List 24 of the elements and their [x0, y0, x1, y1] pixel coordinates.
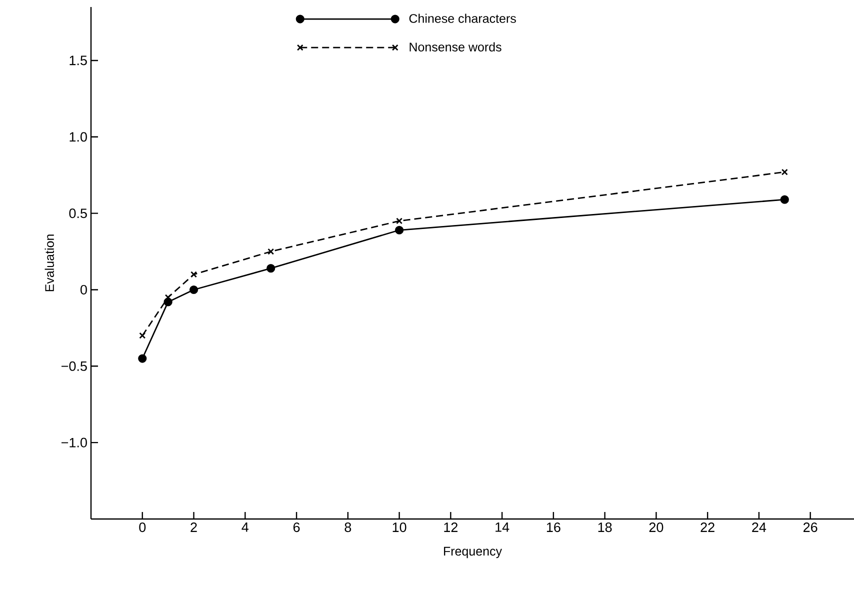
x-tick-label: 8: [344, 522, 352, 532]
y-tick-label: −0.5: [62, 361, 87, 371]
y-tick-label: 0: [80, 284, 87, 295]
legend-label: Chinese characters: [409, 14, 516, 23]
x-tick-label: 2: [190, 522, 197, 532]
x-tick-label: 10: [392, 522, 406, 532]
x-tick-label: 4: [242, 522, 248, 532]
x-tick-label: 26: [804, 522, 818, 532]
y-axis-title: Evaluation: [44, 234, 54, 292]
y-tick-label: −1.0: [62, 438, 87, 448]
y-tick-label: 1.0: [70, 132, 87, 142]
x-tick-label: 14: [496, 522, 510, 532]
y-tick-label: 1.5: [70, 56, 87, 66]
x-tick-label: 24: [752, 522, 766, 532]
x-tick-label: 22: [700, 522, 714, 532]
y-tick-label: 0.5: [69, 208, 87, 218]
x-tick-label: 20: [649, 522, 664, 532]
x-tick-label: 0: [139, 522, 146, 532]
x-tick-label: 16: [546, 522, 560, 532]
x-tick-label: 6: [293, 522, 300, 532]
x-axis-title: Frequency: [444, 546, 502, 558]
legend-label: Nonsense words: [410, 42, 502, 52]
x-tick-label: 12: [444, 522, 458, 532]
x-tick-label: 18: [598, 522, 612, 532]
